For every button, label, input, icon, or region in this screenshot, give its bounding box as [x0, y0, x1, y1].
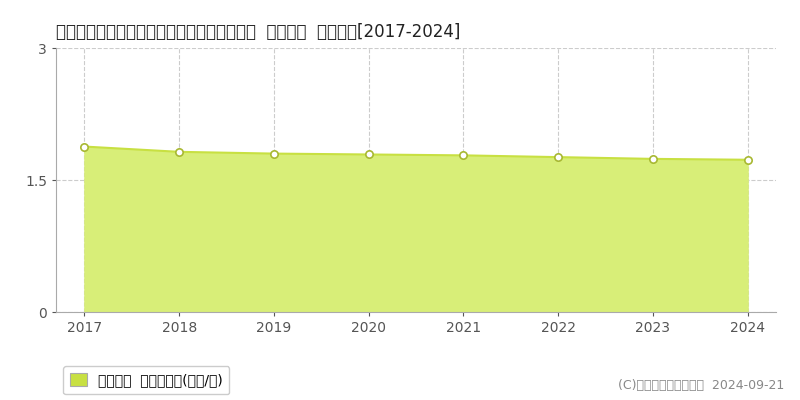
Point: [646, 156, 659, 162]
Text: 青森県西津軽郡深浦町大字関字栃沢４８９番  基準地価  地価推移[2017-2024]: 青森県西津軽郡深浦町大字関字栃沢４８９番 基準地価 地価推移[2017-2024…: [56, 23, 460, 41]
Text: (C)土地価格ドットコム  2024-09-21: (C)土地価格ドットコム 2024-09-21: [618, 379, 784, 392]
Legend: 基準地価  平均坪単価(万円/坪): 基準地価 平均坪単価(万円/坪): [63, 366, 230, 394]
Point: [457, 152, 470, 158]
Point: [173, 149, 186, 155]
Point: [741, 156, 754, 163]
Point: [362, 151, 375, 158]
Point: [552, 154, 565, 160]
Point: [267, 150, 280, 157]
Point: [78, 143, 91, 150]
